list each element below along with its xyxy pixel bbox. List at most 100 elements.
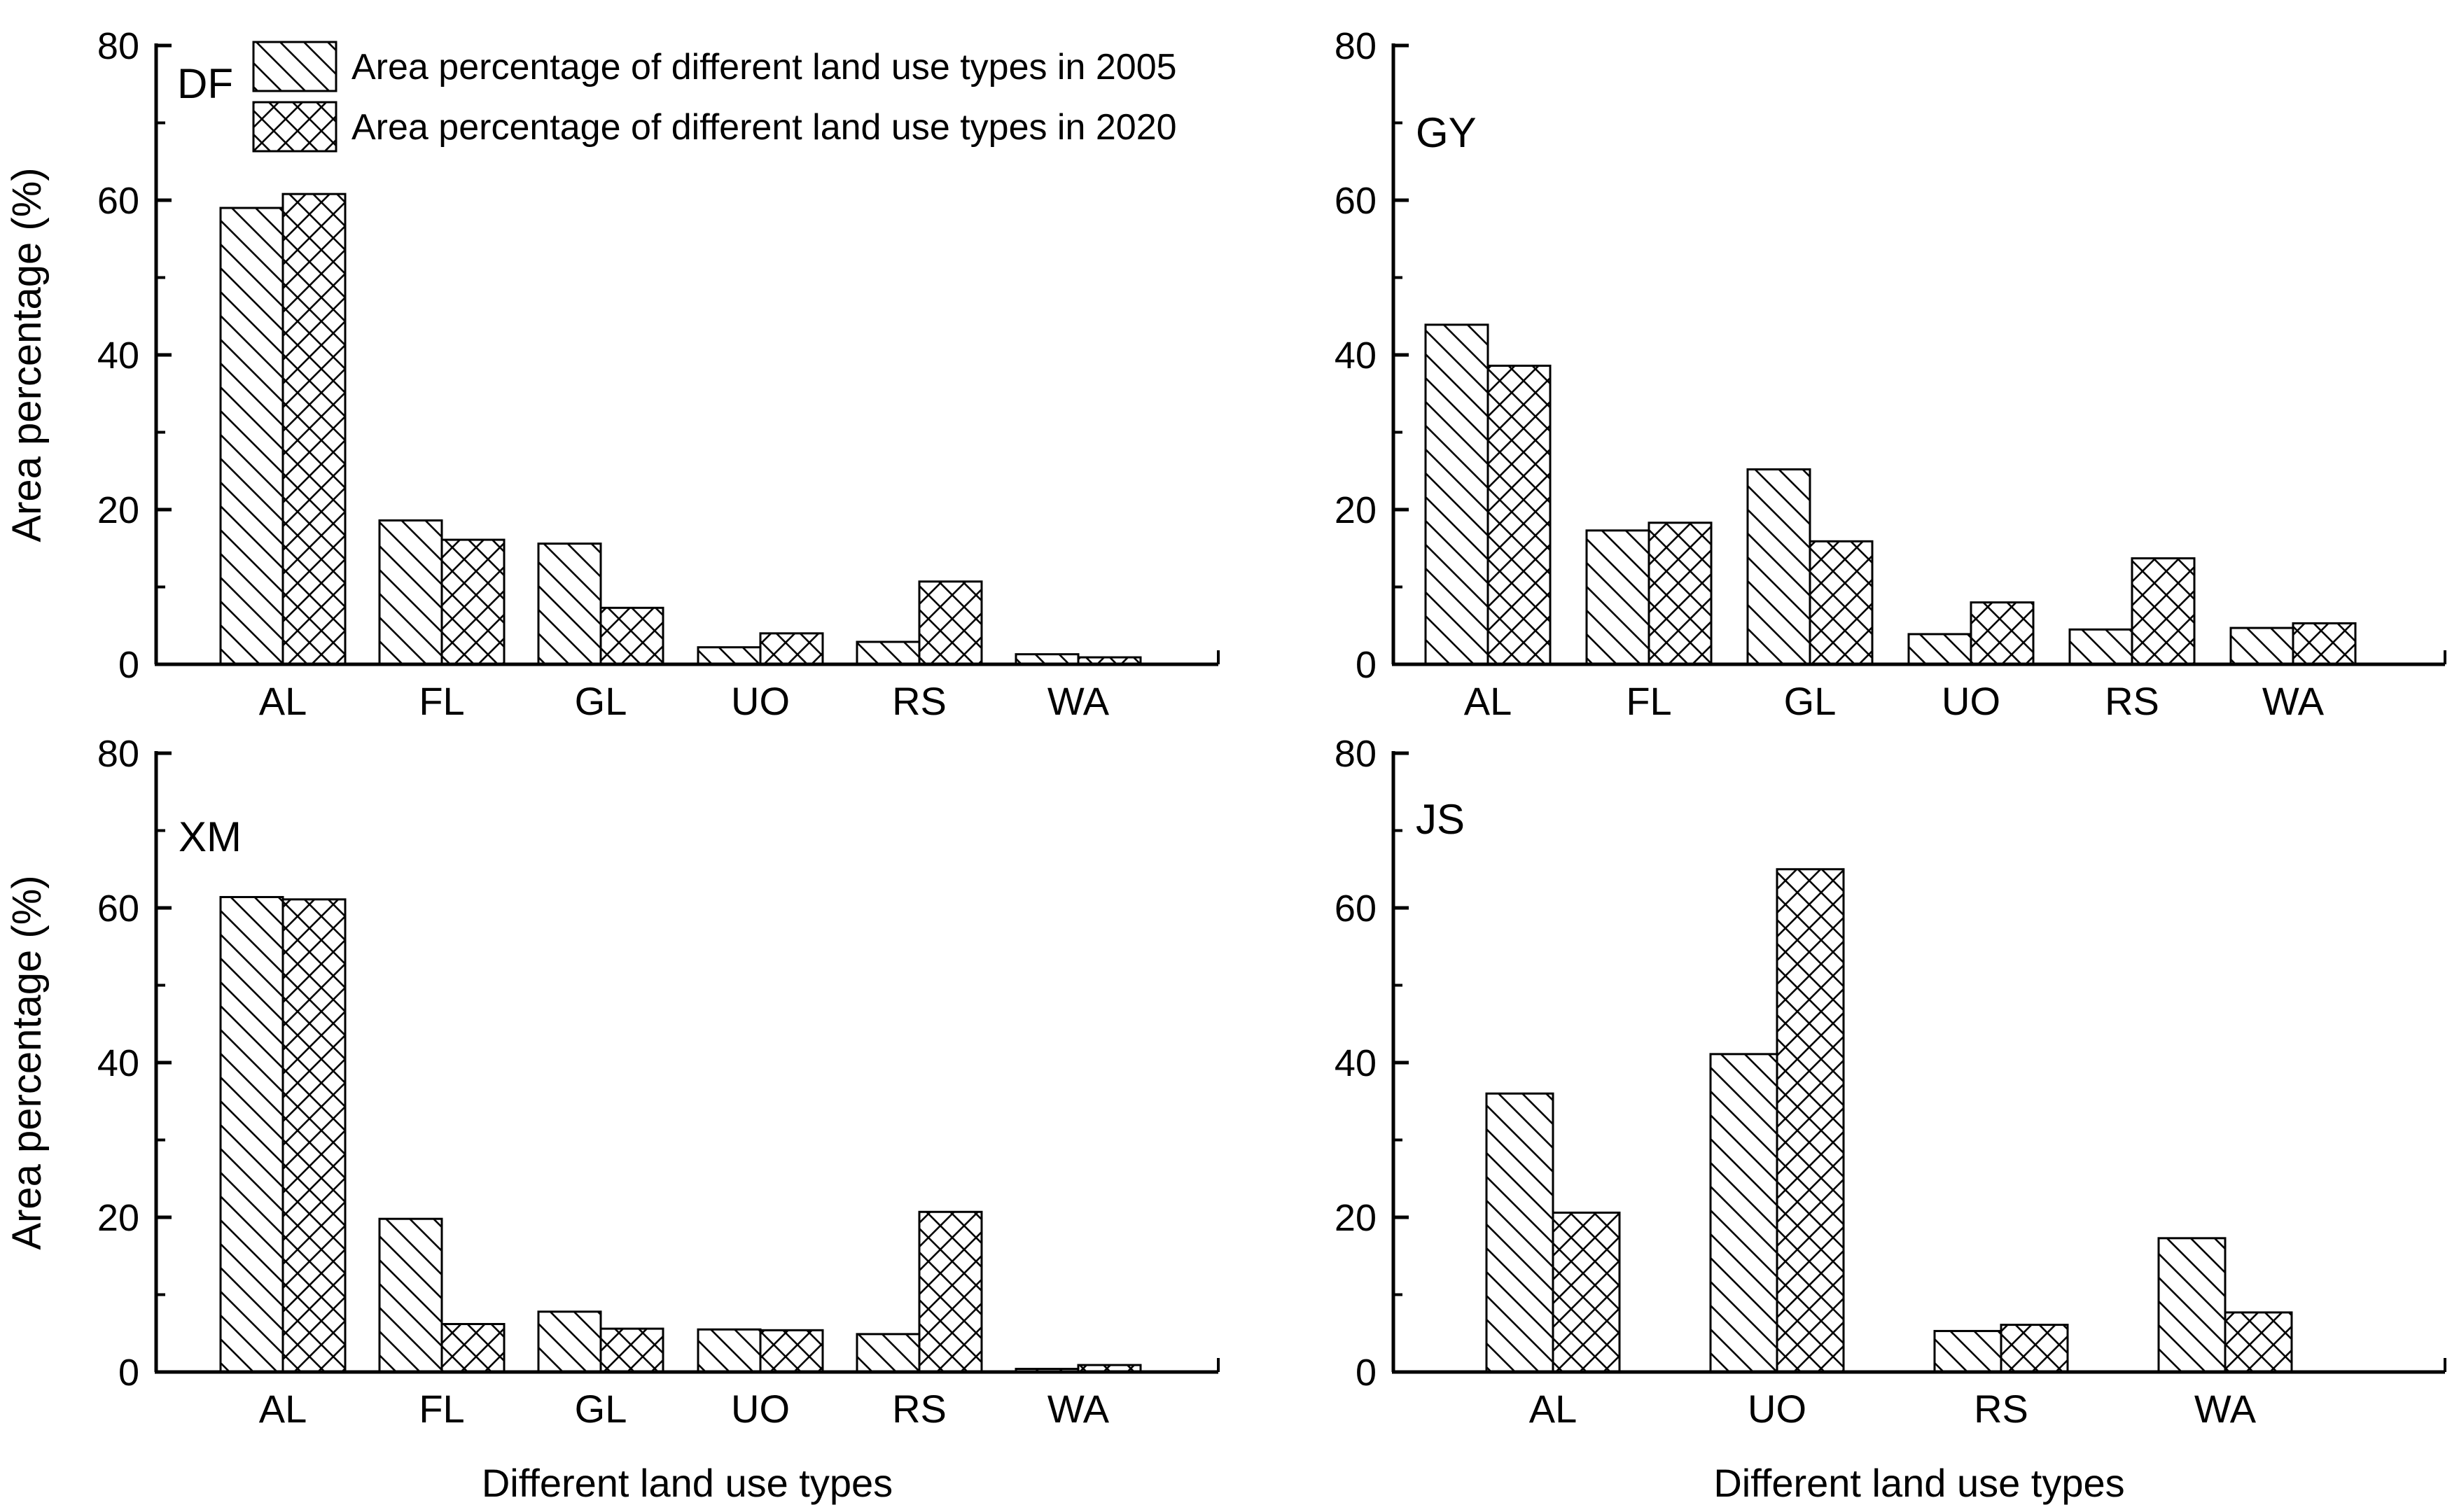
bar-2020-XM-UO xyxy=(759,1329,824,1373)
x-category-label: WA xyxy=(1047,1387,1110,1431)
bar-2020-XM-RS xyxy=(918,1210,983,1373)
x-category-label: FL xyxy=(1626,679,1671,723)
y-tick-label: 80 xyxy=(97,733,139,775)
bar-2020-XM-AL xyxy=(281,898,347,1373)
x-category-label: UO xyxy=(731,679,790,723)
bar-2020-JS-UO xyxy=(1776,868,1845,1373)
y-tick-label: 20 xyxy=(1335,1197,1377,1239)
panel-DF: 0 20 40 60 80 AL FL GL UO RS WA DF Area percentage (… xyxy=(4,25,1220,723)
y-tick-label: 40 xyxy=(97,335,139,377)
y-tick-label: 0 xyxy=(1356,644,1377,686)
panel-label-XM: XM xyxy=(179,813,242,860)
y-tick-label: 40 xyxy=(97,1042,139,1084)
bar-2020-DF-RS xyxy=(918,580,983,666)
bar-2020-GY-WA xyxy=(2292,622,2357,666)
x-category-label: UO xyxy=(731,1387,790,1431)
bar-2005-DF-UO xyxy=(697,646,762,666)
bar-2005-JS-AL xyxy=(1485,1092,1554,1373)
y-tick-label: 60 xyxy=(1335,180,1377,222)
bar-2020-XM-FL xyxy=(440,1322,506,1373)
legend-label-2005: Area percentage of different land use ty… xyxy=(351,47,1177,88)
x-category-label: GL xyxy=(575,679,627,723)
bar-2020-GY-AL xyxy=(1486,364,1552,666)
panel-label-JS: JS xyxy=(1416,796,1465,843)
bar-2020-DF-UO xyxy=(759,632,824,666)
bar-2020-XM-WA xyxy=(1077,1364,1142,1373)
bar-2020-GY-GL xyxy=(1809,540,1874,666)
x-category-label: GL xyxy=(1784,679,1837,723)
x-category-label: GL xyxy=(575,1387,627,1431)
panel-label-DF: DF xyxy=(177,60,233,107)
y-tick-label: 40 xyxy=(1335,1042,1377,1084)
x-category-label: AL xyxy=(1529,1387,1577,1431)
x-category-label: AL xyxy=(1464,679,1512,723)
bar-2005-DF-RS xyxy=(856,640,921,666)
bar-2020-GY-RS xyxy=(2131,557,2196,666)
y-tick-label: 20 xyxy=(97,1197,139,1239)
x-category-label: RS xyxy=(892,1387,947,1431)
bar-2020-DF-WA xyxy=(1077,656,1142,666)
bar-2005-XM-RS xyxy=(856,1333,921,1373)
bar-2005-GY-UO xyxy=(1907,633,1972,666)
y-tick-label: 60 xyxy=(1335,888,1377,930)
bar-2005-GY-WA xyxy=(2229,626,2294,666)
bar-2005-GY-GL xyxy=(1746,468,1811,666)
bar-2005-DF-FL xyxy=(378,519,443,666)
y-tick-label: 60 xyxy=(97,180,139,222)
bar-2005-GY-AL xyxy=(1424,323,1489,666)
legend-swatch-2005 xyxy=(252,41,337,92)
y-tick-label: 80 xyxy=(97,25,139,67)
bar-2005-GY-RS xyxy=(2068,628,2133,666)
y-tick-label: 80 xyxy=(1335,25,1377,67)
legend-label-2020: Area percentage of different land use ty… xyxy=(351,107,1177,148)
panel-JS: 0 20 40 60 80 AL UO RS WA JS Different land use ty… xyxy=(1335,733,2446,1505)
bar-2020-DF-AL xyxy=(281,192,347,666)
bar-2020-GY-FL xyxy=(1648,522,1713,666)
bar-2005-GY-FL xyxy=(1585,529,1650,666)
panel-label-GY: GY xyxy=(1416,109,1477,156)
x-category-label: AL xyxy=(259,1387,307,1431)
y-tick-label: 20 xyxy=(97,489,139,531)
x-category-label: AL xyxy=(259,679,307,723)
x-axis-title: Different land use types xyxy=(1713,1461,2124,1505)
bar-2005-XM-AL xyxy=(219,896,284,1373)
bar-2005-XM-UO xyxy=(697,1328,762,1373)
bar-2020-JS-AL xyxy=(1552,1211,1621,1373)
y-axis-title: Area percentage (%) xyxy=(4,167,50,542)
y-tick-label: 0 xyxy=(1356,1352,1377,1394)
bar-2005-XM-WA xyxy=(1015,1368,1080,1373)
bar-2020-JS-WA xyxy=(2224,1311,2293,1373)
bar-2005-JS-WA xyxy=(2157,1237,2227,1373)
bar-2005-JS-RS xyxy=(1933,1329,2002,1373)
y-tick-label: 40 xyxy=(1335,335,1377,377)
panel-GY: 0 20 40 60 80 AL FL GL UO RS WA GY xyxy=(1335,25,2446,723)
x-category-label: WA xyxy=(2194,1387,2257,1431)
x-category-label: UO xyxy=(1748,1387,1806,1431)
bar-2005-DF-AL xyxy=(219,206,284,666)
bar-2020-DF-FL xyxy=(440,538,506,666)
x-category-label: WA xyxy=(1047,679,1110,723)
x-category-label: FL xyxy=(419,1387,464,1431)
bar-2005-XM-GL xyxy=(537,1310,602,1373)
panel-XM: 0 20 40 60 80 AL FL GL UO RS WA XM Area percentage (… xyxy=(4,733,1220,1505)
x-category-label: RS xyxy=(1974,1387,2028,1431)
y-tick-label: 20 xyxy=(1335,489,1377,531)
bar-2005-DF-WA xyxy=(1015,653,1080,666)
y-tick-label: 0 xyxy=(118,1352,139,1394)
x-category-label: RS xyxy=(2105,679,2159,723)
x-category-label: RS xyxy=(892,679,947,723)
x-category-label: WA xyxy=(2262,679,2325,723)
y-tick-label: 60 xyxy=(97,888,139,930)
bar-2020-XM-GL xyxy=(599,1327,664,1373)
y-tick-label: 0 xyxy=(118,644,139,686)
bar-2020-JS-RS xyxy=(2000,1324,2069,1373)
y-tick-label: 80 xyxy=(1335,733,1377,775)
bar-2020-DF-GL xyxy=(599,606,664,666)
bar-2005-DF-GL xyxy=(537,542,602,666)
legend-swatch-2020 xyxy=(252,101,337,153)
bar-2020-GY-UO xyxy=(1970,601,2035,666)
x-axis-title: Different land use types xyxy=(482,1461,893,1505)
y-axis-title: Area percentage (%) xyxy=(4,875,50,1250)
